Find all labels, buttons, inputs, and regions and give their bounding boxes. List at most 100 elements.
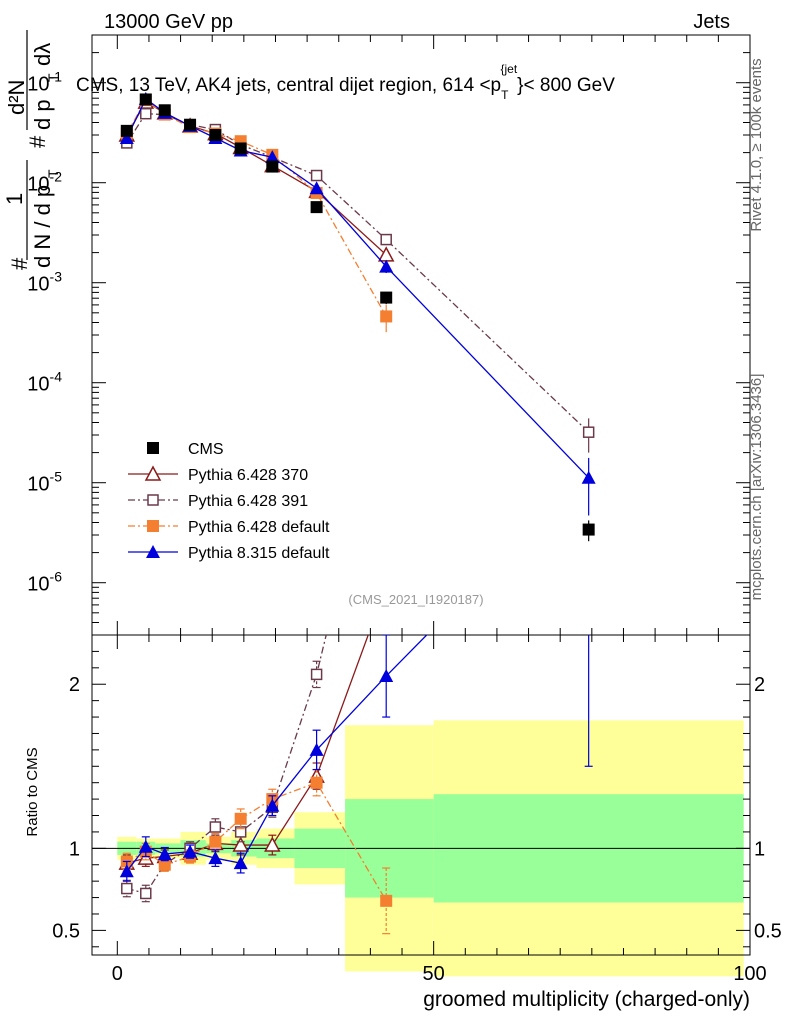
point-cms xyxy=(266,160,279,173)
y-tick-label-bottom-right: 2 xyxy=(754,674,765,696)
legend-label-p391: Pythia 6.428 391 xyxy=(188,493,308,510)
plot-title-sub: T xyxy=(501,88,509,102)
ratio-point-p8 xyxy=(183,844,198,858)
legend-marker-cms xyxy=(147,442,159,454)
ratio-point-p6def xyxy=(310,776,323,789)
watermark: (CMS_2021_I1920187) xyxy=(348,592,483,607)
point-p391 xyxy=(582,426,595,438)
point-p391 xyxy=(140,107,152,120)
ratio-point-p370 xyxy=(137,849,155,865)
y-tick-label-top: 10-1 xyxy=(27,69,62,96)
point-p8 xyxy=(265,150,280,164)
x-tick-label: 50 xyxy=(423,963,445,985)
top-panel-data xyxy=(118,91,596,542)
point-cms xyxy=(310,201,323,214)
series-line-p391 xyxy=(126,113,590,433)
point-cms xyxy=(184,118,197,131)
ratio-point-p391 xyxy=(209,821,222,833)
svg-text:T: T xyxy=(45,169,61,178)
svg-text:#: # xyxy=(7,257,32,270)
y-axis-title-top: # 1 d N / d p T # d²N d p T dλ xyxy=(2,30,61,270)
ratio-point-p391 xyxy=(310,668,323,681)
header-right: Jets xyxy=(693,11,730,33)
ratio-line-p391 xyxy=(126,635,327,895)
point-cms xyxy=(120,124,133,137)
point-cms xyxy=(234,142,247,155)
point-cms xyxy=(209,129,222,141)
y-axis-title-bottom: Ratio to CMS xyxy=(24,747,41,836)
legend-marker-p370 xyxy=(144,465,162,481)
ratio-point-p6def xyxy=(234,812,247,825)
bottom-panel-data xyxy=(118,384,593,935)
ratio-point-p370 xyxy=(232,836,249,852)
ratio-point-p8 xyxy=(309,742,324,756)
point-p8 xyxy=(581,470,596,484)
series-line-p6def xyxy=(126,99,387,317)
y-tick-label-top: 10-2 xyxy=(27,169,62,196)
plot-title-pre: CMS, 13 TeV, AK4 jets, central dijet reg… xyxy=(76,75,501,96)
plot-title-post: }< 800 GeV xyxy=(517,75,615,96)
point-cms xyxy=(380,291,393,304)
y-tick-label-bottom-left: 2 xyxy=(69,674,80,696)
ratio-point-p8 xyxy=(157,847,172,861)
ratio-point-p8 xyxy=(265,798,280,812)
ratio-point-p370 xyxy=(379,579,393,592)
svg-text:d²N: d²N xyxy=(4,80,29,115)
svg-text:d p: d p xyxy=(30,99,55,130)
x-tick-label: 0 xyxy=(112,963,123,985)
ratio-point-p6def xyxy=(209,835,222,848)
point-cms xyxy=(582,523,595,536)
y-tick-label-top: 10-6 xyxy=(27,569,62,596)
ratio-point-p391 xyxy=(121,882,133,895)
legend-marker-p8 xyxy=(146,545,160,558)
legend-marker-p6def xyxy=(147,520,159,532)
ratio-point-p6def xyxy=(380,894,393,907)
ratio-point-p370 xyxy=(264,836,281,852)
svg-text:1: 1 xyxy=(2,193,27,205)
ratio-point-p8 xyxy=(379,669,394,683)
svg-text:#: # xyxy=(25,135,50,148)
svg-text:T: T xyxy=(45,73,61,82)
series-line-p8 xyxy=(126,97,590,479)
point-cms xyxy=(158,104,171,117)
point-p391 xyxy=(380,233,392,246)
ratio-point-p6def xyxy=(158,858,171,871)
y-tick-label-top: 10-5 xyxy=(27,469,62,496)
legend-label-p6def: Pythia 6.428 default xyxy=(188,519,330,536)
y-tick-label-top: 10-4 xyxy=(27,369,62,396)
legend-label-p370: Pythia 6.428 370 xyxy=(188,467,308,484)
point-p6def xyxy=(380,310,393,323)
plot-title-sup: {jet xyxy=(500,62,517,76)
legend-marker-p391 xyxy=(147,494,159,506)
x-tick-label: 100 xyxy=(733,963,766,985)
ratio-line-p8 xyxy=(126,635,428,872)
point-p391 xyxy=(310,169,323,182)
y-tick-label-top: 10-3 xyxy=(27,269,62,296)
ratio-point-p8 xyxy=(233,856,248,870)
legend-label-cms: CMS xyxy=(188,441,224,458)
data-layer xyxy=(118,91,596,935)
side-label-mcplots: mcplots.cern.ch [arXiv:1306.3436] xyxy=(748,374,765,601)
ratio-point-p391 xyxy=(140,887,152,900)
frame-bottom xyxy=(91,634,751,956)
point-p8 xyxy=(379,259,394,273)
y-tick-label-bottom-right: 0.5 xyxy=(754,920,782,942)
axes: 0 50 100 10-1 10-2 10-3 10-4 10-5 10-6 0.5 0.5 1 1 2 2 xyxy=(27,34,782,985)
ratio-point-p8 xyxy=(208,851,223,865)
point-cms xyxy=(139,93,152,106)
legend: CMS Pythia 6.428 370 Pythia 6.428 391 Pythi… xyxy=(128,441,330,562)
ratio-point-p8 xyxy=(138,839,153,853)
legend-label-p8: Pythia 8.315 default xyxy=(188,545,330,562)
ratio-point-p8 xyxy=(119,864,134,878)
series-line-p370 xyxy=(126,101,387,256)
y-tick-label-bottom-left: 1 xyxy=(69,838,80,860)
y-tick-label-bottom-left: 0.5 xyxy=(52,920,80,942)
side-label-rivet: Rivet 4.1.0, ≥ 100k events xyxy=(748,58,765,231)
x-axis-title: groomed multiplicity (charged-only) xyxy=(423,988,750,1011)
ratio-point-p391 xyxy=(381,384,391,394)
svg-text:d N / d p: d N / d p xyxy=(30,185,55,268)
plot-title: CMS, 13 TeV, AK4 jets, central dijet reg… xyxy=(76,62,615,102)
svg-text:dλ: dλ xyxy=(30,43,55,66)
y-tick-label-bottom-right: 1 xyxy=(754,838,765,860)
